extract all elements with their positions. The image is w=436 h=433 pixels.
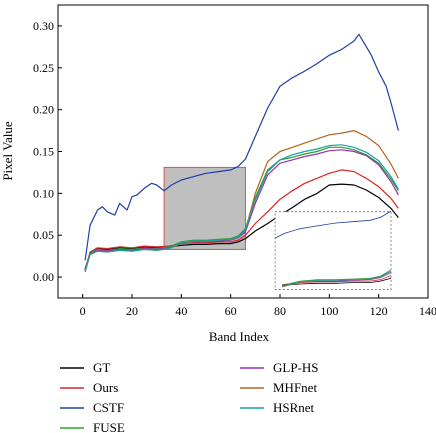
inset-line-gt [282, 277, 392, 286]
inset-line-hsrnet [281, 270, 392, 288]
y-tick-label: 0.20 [33, 103, 54, 117]
series-lines [84, 33, 399, 273]
legend-label-mhfnet: MHFnet [273, 380, 317, 395]
inset-zoom [274, 210, 392, 290]
legend-label-gt: GT [93, 360, 110, 375]
y-tick-label: 0.25 [33, 61, 54, 75]
legend-label-glp-hs: GLP-HS [273, 360, 319, 375]
x-axis-title: Band Index [209, 329, 270, 344]
x-tick-label: 120 [370, 304, 388, 318]
legend-label-ours: Ours [93, 380, 118, 395]
series-line-hsrnet [84, 144, 399, 272]
legend-label-fuse: FUSE [93, 420, 125, 433]
x-tick-label: 40 [175, 304, 187, 318]
highlight-rect [163, 166, 246, 250]
y-tick-label: 0.15 [33, 145, 54, 159]
series-line-cstf [84, 33, 399, 261]
x-tick-label: 140 [419, 304, 436, 318]
series-line-ours [84, 169, 399, 270]
series-line-gt [84, 183, 399, 269]
inset-frame [274, 211, 392, 290]
y-tick-label: 0.10 [33, 186, 54, 200]
x-tick-label: 60 [225, 304, 237, 318]
legend: GT Ours CSTF FUSE GLP-HS MHFnet HSRnet [60, 360, 319, 433]
x-axis-ticks: 0 20 40 60 80 100 120 140 [80, 294, 436, 318]
y-axis-ticks: 0.00 0.05 0.10 0.15 0.20 0.25 0.30 [33, 19, 62, 284]
y-tick-label: 0.30 [33, 19, 54, 33]
x-tick-label: 20 [126, 304, 138, 318]
legend-label-cstf: CSTF [93, 400, 124, 415]
x-tick-label: 0 [80, 304, 86, 318]
x-tick-label: 80 [274, 304, 286, 318]
y-tick-label: 0.00 [33, 270, 54, 284]
x-tick-label: 100 [320, 304, 338, 318]
highlight-region [163, 166, 246, 250]
inset-line-cstf [274, 210, 392, 239]
legend-label-hsrnet: HSRnet [273, 400, 315, 415]
inset-line-fuse [282, 269, 392, 286]
y-axis-title: Pixel Value [0, 121, 15, 181]
y-tick-label: 0.05 [33, 228, 54, 242]
series-line-glp-hs [84, 149, 399, 271]
